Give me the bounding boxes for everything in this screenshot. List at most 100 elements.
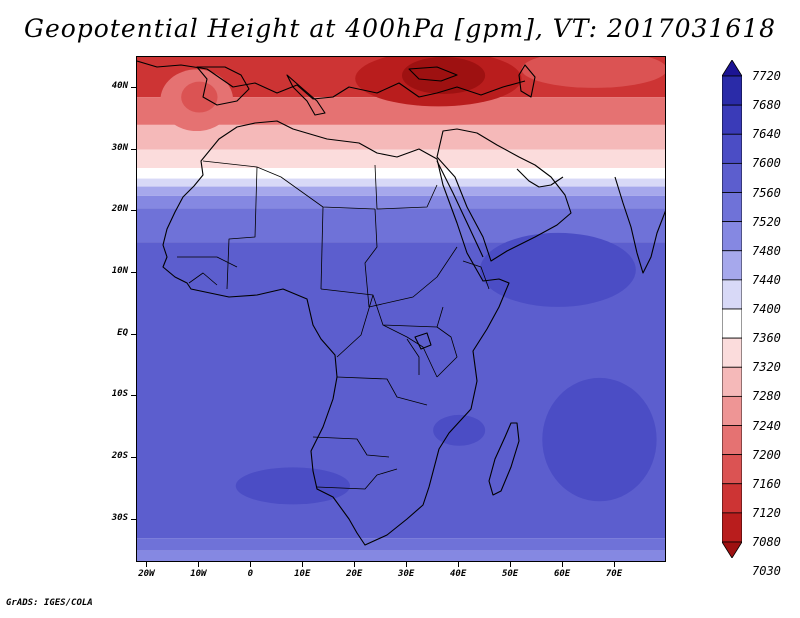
contour-cell-mozambique-high [433, 414, 486, 446]
madagascar-coastline [488, 422, 520, 496]
colorbar-swatch-0 [721, 59, 743, 77]
colorbar-swatch-14 [721, 454, 743, 485]
lat-label-10n: 10N [111, 265, 128, 276]
lon-tick [198, 562, 200, 567]
colorbar-label-7320: 7320 [752, 360, 781, 375]
lon-tick [562, 562, 564, 567]
colorbar-label-7400: 7400 [752, 302, 781, 316]
colorbar-label-7080: 7080 [752, 535, 781, 549]
lon-tick [510, 562, 512, 567]
lon-label-10w: 10W [190, 569, 207, 579]
colorbar-label-7480: 7480 [752, 243, 781, 258]
colorbar-swatch-1 [721, 75, 743, 106]
colorbar-swatch-3 [721, 133, 743, 164]
colorbar-swatches [721, 59, 743, 559]
colorbar-label-7640: 7640 [752, 127, 781, 142]
colorbar-swatch-5 [721, 192, 743, 223]
iberia-coastline [196, 66, 250, 106]
colorbar-label-7120: 7120 [752, 505, 781, 520]
colorbar-label-7280: 7280 [752, 389, 781, 404]
colorbar-swatch-4 [721, 162, 743, 193]
caspian-sea-coast [518, 64, 536, 98]
geopotential-height-map [137, 57, 665, 561]
lon-label-20w: 20W [138, 569, 155, 579]
lon-tick [146, 562, 148, 567]
colorbar-swatch-6 [721, 221, 743, 252]
lat-label-20s: 20S [111, 451, 128, 462]
colorbar [721, 59, 743, 559]
lat-tick [131, 271, 136, 273]
colorbar-label-7200: 7200 [752, 447, 781, 462]
colorbar-swatch-16 [721, 512, 743, 543]
persian-gulf-coast [516, 168, 564, 188]
lat-tick [131, 395, 136, 397]
colorbar-swatch-7 [721, 250, 743, 281]
colorbar-swatch-9 [721, 308, 743, 339]
lon-tick [354, 562, 356, 567]
red-sea-coast [436, 160, 484, 258]
lon-tick [302, 562, 304, 567]
colorbar-swatch-8 [721, 279, 743, 310]
india-coastline [614, 176, 665, 274]
contour-cell-east-red [521, 57, 665, 88]
lon-tick [406, 562, 408, 567]
africa-coastline [162, 120, 510, 546]
lat-tick [131, 148, 136, 150]
colorbar-label-7520: 7520 [752, 214, 781, 229]
colorbar-label-7600: 7600 [752, 156, 781, 171]
italy-coastline [286, 74, 326, 116]
lon-tick [250, 562, 252, 567]
colorbar-label-7360: 7360 [752, 331, 781, 346]
lon-label-70e: 70E [605, 569, 623, 579]
contour-band-4 [137, 168, 665, 179]
colorbar-swatch-12 [721, 395, 743, 426]
lat-label-20n: 20N [111, 204, 128, 215]
lake-victoria [414, 332, 432, 350]
colorbar-label-7720: 7720 [752, 69, 781, 83]
lat-tick [131, 518, 136, 520]
contour-band-10 [137, 538, 665, 551]
lon-label-30e: 30E [398, 569, 415, 579]
map-title: Geopotential Height at 400hPa [gpm], VT:… [23, 14, 777, 43]
colorbar-swatch-10 [721, 337, 743, 368]
software-credit: GrADS: IGES/COLA [6, 598, 93, 608]
contour-cell-morocco-core [181, 81, 218, 113]
lon-tick [614, 562, 616, 567]
contour-band-2 [137, 124, 665, 150]
country-borders [177, 160, 490, 490]
colorbar-swatch-11 [721, 366, 743, 397]
contour-band-11 [137, 550, 665, 561]
lon-label-20e: 20E [346, 569, 363, 579]
colorbar-label-7030: 7030 [752, 564, 781, 579]
contour-cell-atlantic-high [235, 467, 351, 505]
lon-label-40e: 40E [450, 569, 467, 579]
lat-tick [131, 210, 136, 212]
contour-band-7 [137, 195, 665, 209]
contour-band-6 [137, 186, 665, 196]
colorbar-swatch-17 [721, 541, 743, 559]
lon-tick [458, 562, 460, 567]
contour-cell-arabian-high [479, 232, 636, 307]
contour-cells [160, 57, 665, 505]
lat-label-40n: 40N [111, 80, 128, 91]
contour-cell-turkey-core [402, 57, 486, 95]
colorbar-label-7160: 7160 [752, 476, 781, 491]
colorbar-swatch-2 [721, 104, 743, 135]
contour-cell-indian-high [542, 377, 657, 502]
lon-label-0: 0 [247, 569, 254, 579]
colorbar-label-7680: 7680 [752, 98, 781, 113]
contour-band-3 [137, 149, 665, 169]
black-sea-coast [408, 66, 458, 82]
colorbar-label-7560: 7560 [752, 185, 781, 200]
arabia-coastline [436, 128, 572, 262]
coastlines-and-borders [137, 60, 665, 546]
lat-tick [131, 86, 136, 88]
lat-tick [131, 333, 136, 335]
colorbar-swatch-13 [721, 425, 743, 456]
lon-label-10e: 10E [294, 569, 311, 579]
lon-label-60e: 60E [553, 569, 571, 579]
colorbar-swatch-15 [721, 483, 743, 514]
lat-label-30n: 30N [111, 142, 128, 153]
lat-label-10s: 10S [111, 389, 128, 400]
lon-label-50e: 50E [501, 569, 519, 579]
